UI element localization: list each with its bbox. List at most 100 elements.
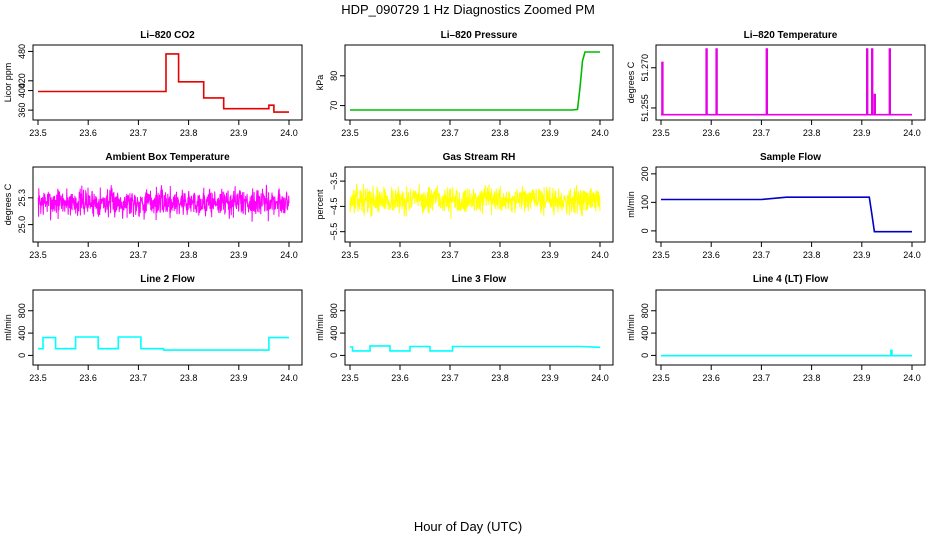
plot-frame	[32, 44, 303, 121]
x-tick-label: 24.0	[903, 250, 921, 260]
x-tick-label: 23.8	[803, 128, 821, 138]
series-line	[661, 349, 912, 357]
y-tick-label: 100	[640, 195, 650, 210]
x-tick-label: 23.5	[652, 373, 670, 383]
series-line	[350, 51, 600, 111]
x-tick-label: 23.9	[853, 250, 871, 260]
x-tick-label: 23.8	[491, 128, 509, 138]
panel-4: Ambient Box Temperature 23.5 23.6 23.7 23.8 2…	[3, 152, 303, 260]
x-tick-label: 23.7	[130, 373, 148, 383]
y-axis-label: ml/min	[626, 314, 636, 341]
plot-frame	[344, 166, 614, 243]
y-tick-label: 25.3	[17, 189, 27, 207]
x-tick-label: 24.0	[903, 128, 921, 138]
y-tick-label: 480	[17, 44, 27, 59]
x-tick-label: 24.0	[280, 250, 298, 260]
panel-title: Li–820 Pressure	[441, 30, 518, 41]
panel-title: Sample Flow	[760, 152, 821, 163]
plot-frame	[655, 44, 926, 121]
x-tick-label: 24.0	[591, 373, 609, 383]
x-tick-label: 23.6	[79, 373, 97, 383]
x-tick-label: 23.7	[130, 250, 148, 260]
x-tick-label: 24.0	[280, 373, 298, 383]
y-tick-label: 51.255	[640, 94, 650, 122]
plot-frame	[655, 166, 926, 243]
figure-title: HDP_090729 1 Hz Diagnostics Zoomed PM	[341, 2, 595, 17]
x-tick-label: 23.5	[341, 128, 359, 138]
y-axis-label: ml/min	[3, 314, 13, 341]
x-tick-label: 23.9	[541, 373, 559, 383]
x-tick-label: 23.5	[341, 250, 359, 260]
x-tick-label: 23.7	[441, 128, 459, 138]
y-tick-label: 400	[17, 83, 27, 98]
series-line	[38, 53, 289, 113]
series-line	[350, 345, 601, 352]
x-tick-label: 23.5	[652, 128, 670, 138]
x-tick-label: 23.9	[853, 128, 871, 138]
x-tick-label: 23.6	[79, 128, 97, 138]
y-axis-label: ml/min	[626, 191, 636, 218]
x-tick-label: 23.6	[79, 250, 97, 260]
y-tick-label: 400	[17, 326, 27, 341]
panel-5: Gas Stream RH 23.5 23.6 23.7 23.8 23.9 24.0 −5.…	[315, 152, 614, 260]
y-tick-label: 420	[17, 73, 27, 88]
y-axis-label: Licor ppm	[3, 63, 13, 103]
figure-xlabel: Hour of Day (UTC)	[414, 519, 522, 534]
y-tick-label: 0	[17, 353, 27, 358]
panel-grid: Li–820 CO2 23.5 23.6 23.7 23.8 23.9 24.0 360 400…	[3, 30, 926, 383]
plot-frame	[344, 44, 614, 121]
x-tick-label: 24.0	[591, 250, 609, 260]
plot-frame	[344, 289, 614, 366]
y-tick-label: 25.0	[17, 216, 27, 234]
plot-frame	[655, 289, 926, 366]
x-tick-label: 23.7	[753, 250, 771, 260]
y-tick-label: 0	[640, 228, 650, 233]
x-tick-label: 23.9	[541, 250, 559, 260]
y-tick-label: 360	[17, 103, 27, 118]
y-tick-label: 51.270	[640, 54, 650, 82]
x-tick-label: 23.5	[29, 128, 47, 138]
y-axis-label: degrees C	[3, 183, 13, 225]
y-tick-label: 80	[329, 71, 339, 81]
x-tick-label: 23.5	[341, 373, 359, 383]
x-tick-label: 23.6	[391, 128, 409, 138]
x-tick-label: 23.9	[853, 373, 871, 383]
x-tick-label: 23.7	[753, 128, 771, 138]
x-tick-label: 23.9	[230, 373, 248, 383]
y-tick-label: −5.5	[329, 223, 339, 241]
x-tick-label: 23.7	[130, 128, 148, 138]
series-line	[661, 196, 912, 233]
panel-title: Line 3 Flow	[452, 274, 507, 285]
x-tick-label: 23.8	[803, 250, 821, 260]
series-line	[38, 336, 289, 351]
x-tick-label: 23.8	[180, 128, 198, 138]
x-tick-label: 24.0	[280, 128, 298, 138]
x-tick-label: 23.8	[491, 250, 509, 260]
panel-title: Li–820 Temperature	[744, 30, 838, 41]
y-tick-label: 800	[17, 303, 27, 318]
y-tick-label: 400	[329, 326, 339, 341]
y-axis-label: degrees C	[626, 61, 636, 103]
x-tick-label: 23.7	[753, 373, 771, 383]
series-line	[349, 183, 601, 219]
y-tick-label: −4.5	[329, 198, 339, 216]
y-axis-label: ml/min	[315, 314, 325, 341]
y-axis-label: percent	[315, 189, 325, 220]
panel-8: Line 3 Flow 23.5 23.6 23.7 23.8 23.9 24.0 0 400 8…	[315, 274, 614, 383]
x-tick-label: 23.8	[491, 373, 509, 383]
y-axis-label: kPa	[315, 75, 325, 91]
x-tick-label: 23.6	[702, 250, 720, 260]
series-line	[37, 184, 290, 222]
panel-7: Line 2 Flow 23.5 23.6 23.7 23.8 23.9 24.0 0 400 8…	[3, 274, 303, 383]
y-tick-label: 800	[329, 303, 339, 318]
x-tick-label: 23.8	[180, 373, 198, 383]
panel-1: Li–820 CO2 23.5 23.6 23.7 23.8 23.9 24.0 360 400…	[3, 30, 303, 138]
y-tick-label: 0	[640, 353, 650, 358]
x-tick-label: 23.5	[29, 250, 47, 260]
x-tick-label: 23.5	[652, 250, 670, 260]
x-tick-label: 23.9	[230, 250, 248, 260]
x-tick-label: 24.0	[903, 373, 921, 383]
panel-title: Ambient Box Temperature	[105, 152, 230, 163]
y-tick-label: −3.5	[329, 172, 339, 190]
